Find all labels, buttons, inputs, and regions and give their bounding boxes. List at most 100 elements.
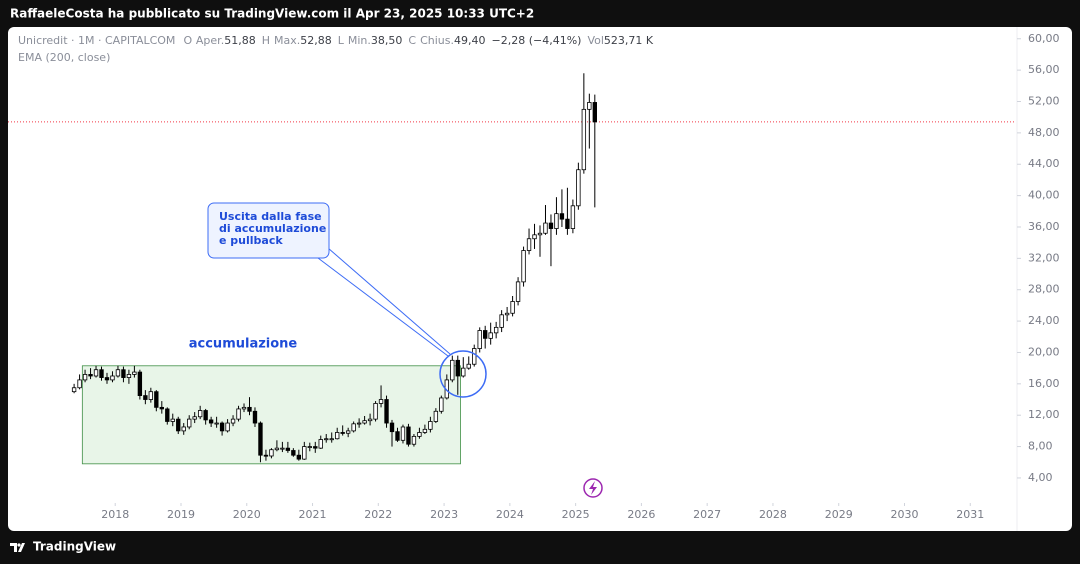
candle-body: [291, 450, 296, 456]
candle-body: [428, 421, 433, 430]
x-tick-label: 2025: [562, 508, 590, 521]
candle-body: [389, 422, 395, 433]
candle-body: [466, 363, 471, 369]
legend-key: O: [183, 34, 192, 47]
candle-body: [521, 250, 526, 283]
candle-body: [565, 218, 570, 229]
candle-body: [340, 432, 345, 434]
callout-line: Uscita dalla fase: [219, 210, 322, 223]
logo-mark: [10, 543, 25, 552]
candle-body: [181, 426, 186, 432]
callout-pointer: [317, 257, 449, 357]
legend-key: L: [338, 34, 345, 47]
legend-value: 38,50: [371, 34, 403, 47]
candle-body: [537, 232, 543, 236]
candle-body: [504, 312, 510, 316]
candle-body: [197, 410, 203, 418]
candle-body: [99, 369, 104, 378]
candle-body: [570, 205, 576, 229]
candle-body: [307, 446, 312, 448]
chart-panel: [8, 27, 1072, 531]
candle-body: [269, 449, 274, 457]
candle-body: [378, 399, 384, 404]
candle-body: [488, 332, 493, 339]
y-tick-label: 44,00: [1028, 157, 1060, 170]
candle-body: [219, 422, 225, 432]
x-tick-label: 2031: [956, 508, 984, 521]
candle-body: [554, 213, 559, 229]
candle-body: [548, 222, 554, 229]
y-tick-label: 4,00: [1028, 471, 1053, 484]
x-tick-label: 2026: [627, 508, 655, 521]
x-tick-label: 2024: [496, 508, 524, 521]
candle-body: [433, 410, 439, 422]
candle-body: [324, 438, 329, 441]
candle-body: [154, 391, 159, 408]
candle-body: [543, 222, 548, 234]
candle-body: [461, 367, 466, 377]
candle-body: [581, 108, 587, 171]
candle-body: [148, 391, 154, 400]
event-icon-bolt: [589, 481, 597, 495]
candle-body: [274, 447, 280, 451]
legend-value: 51,88: [224, 34, 256, 47]
legend-label: Aper.: [196, 34, 224, 47]
candle-body: [143, 395, 148, 400]
candle-body: [439, 397, 444, 412]
candle-body: [499, 314, 504, 328]
candle-body: [515, 281, 521, 302]
x-tick-label: 2030: [890, 508, 918, 521]
candle-body: [406, 426, 411, 445]
legend-value: 52,88: [300, 34, 332, 47]
candle-body: [137, 371, 143, 396]
legend-key: C: [408, 34, 416, 47]
y-tick-label: 60,00: [1028, 32, 1060, 45]
plot: 4,00 8,00 12,00 16,00 20,00 24,00 28,00 32,00 36…: [8, 32, 1060, 521]
footer-logo: [10, 543, 25, 552]
candle-body: [263, 454, 269, 457]
candle-body: [230, 418, 236, 424]
candle-body: [71, 387, 77, 393]
x-tick-label: 2019: [167, 508, 195, 521]
event-icon: [583, 478, 603, 498]
legend-volume-label: Vol: [587, 34, 603, 47]
candle-body: [318, 439, 323, 449]
x-tick-label: 2028: [759, 508, 787, 521]
indicator-label: EMA (200, close): [18, 51, 110, 64]
candle-body: [373, 403, 378, 420]
candle-body: [367, 418, 373, 422]
candle-body: [587, 102, 592, 110]
candle-body: [121, 369, 126, 378]
y-tick-label: 12,00: [1028, 408, 1060, 421]
candle-body: [384, 399, 389, 424]
y-tick-label: 36,00: [1028, 220, 1060, 233]
candle-body: [296, 454, 302, 460]
callout-pointer: [327, 247, 451, 355]
y-tick-label: 52,00: [1028, 95, 1060, 108]
y-tick-label: 16,00: [1028, 377, 1060, 390]
candle-body: [187, 418, 192, 428]
x-tick-label: 2022: [364, 508, 392, 521]
logo-dot: [17, 543, 21, 547]
candle-body: [493, 326, 499, 334]
candle-body: [559, 213, 565, 220]
legend-key: H: [262, 34, 270, 47]
callout-box: [207, 202, 330, 259]
candle-body: [82, 374, 88, 381]
y-tick-label: 48,00: [1028, 126, 1060, 139]
y-tick-label: 20,00: [1028, 345, 1060, 358]
candle-body: [159, 406, 164, 410]
x-tick-label: 2027: [693, 508, 721, 521]
candle-body: [285, 447, 291, 451]
candle-body: [214, 422, 219, 425]
legend-label: Chius.: [420, 34, 454, 47]
candle-body: [395, 431, 400, 441]
zone-label: accumulazione: [189, 337, 298, 352]
candle-body: [170, 418, 175, 422]
candle-body: [104, 377, 110, 381]
candle-body: [203, 410, 208, 421]
footer-brand: TradingView: [33, 540, 116, 554]
highlight-circle: [439, 350, 487, 398]
legend-symbol: Unicredit · 1M · CAPITALCOM: [18, 34, 175, 47]
callout-line: di accumulazione: [219, 222, 326, 235]
